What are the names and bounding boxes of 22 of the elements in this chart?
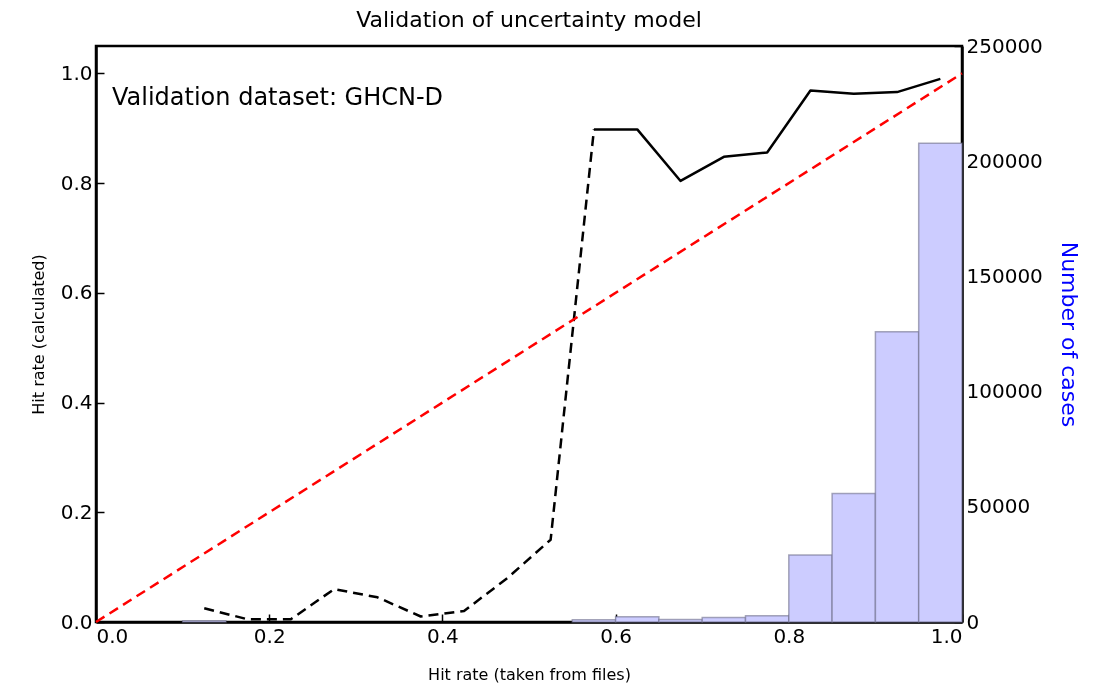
- x-tick-label: 0.0: [96, 623, 129, 648]
- y-tick-label: 0.2: [60, 499, 93, 524]
- y2-axis-title: Number of cases: [1056, 241, 1082, 428]
- y2-tick-label: 250000: [966, 33, 1043, 58]
- x-tick-label: 0.2: [253, 623, 286, 648]
- y2-tick-label: 50000: [966, 494, 1031, 519]
- x-tick-label: 0.6: [600, 623, 633, 648]
- y-tick-label: 0.8: [60, 170, 93, 195]
- x-tick-label: 0.4: [426, 623, 459, 648]
- y-tick-label: 0.4: [60, 390, 93, 415]
- x-tick-label: 1.0: [930, 623, 963, 648]
- x-axis-title: Hit rate (taken from files): [428, 664, 631, 684]
- y2-tick-label: 0: [966, 609, 980, 634]
- y-tick-label: 0.6: [60, 280, 93, 305]
- y2-tick-label: 150000: [966, 263, 1043, 288]
- y2-tick-label: 100000: [966, 379, 1043, 404]
- y2-tick-label: 200000: [966, 148, 1043, 173]
- annotation: Validation dataset: GHCN-D: [112, 83, 444, 111]
- y-axis-title: Hit rate (calculated): [28, 254, 48, 415]
- chart-title: Validation of uncertainty model: [356, 7, 702, 32]
- y-tick-label: 1.0: [60, 60, 93, 85]
- x-tick-label: 0.8: [773, 623, 806, 648]
